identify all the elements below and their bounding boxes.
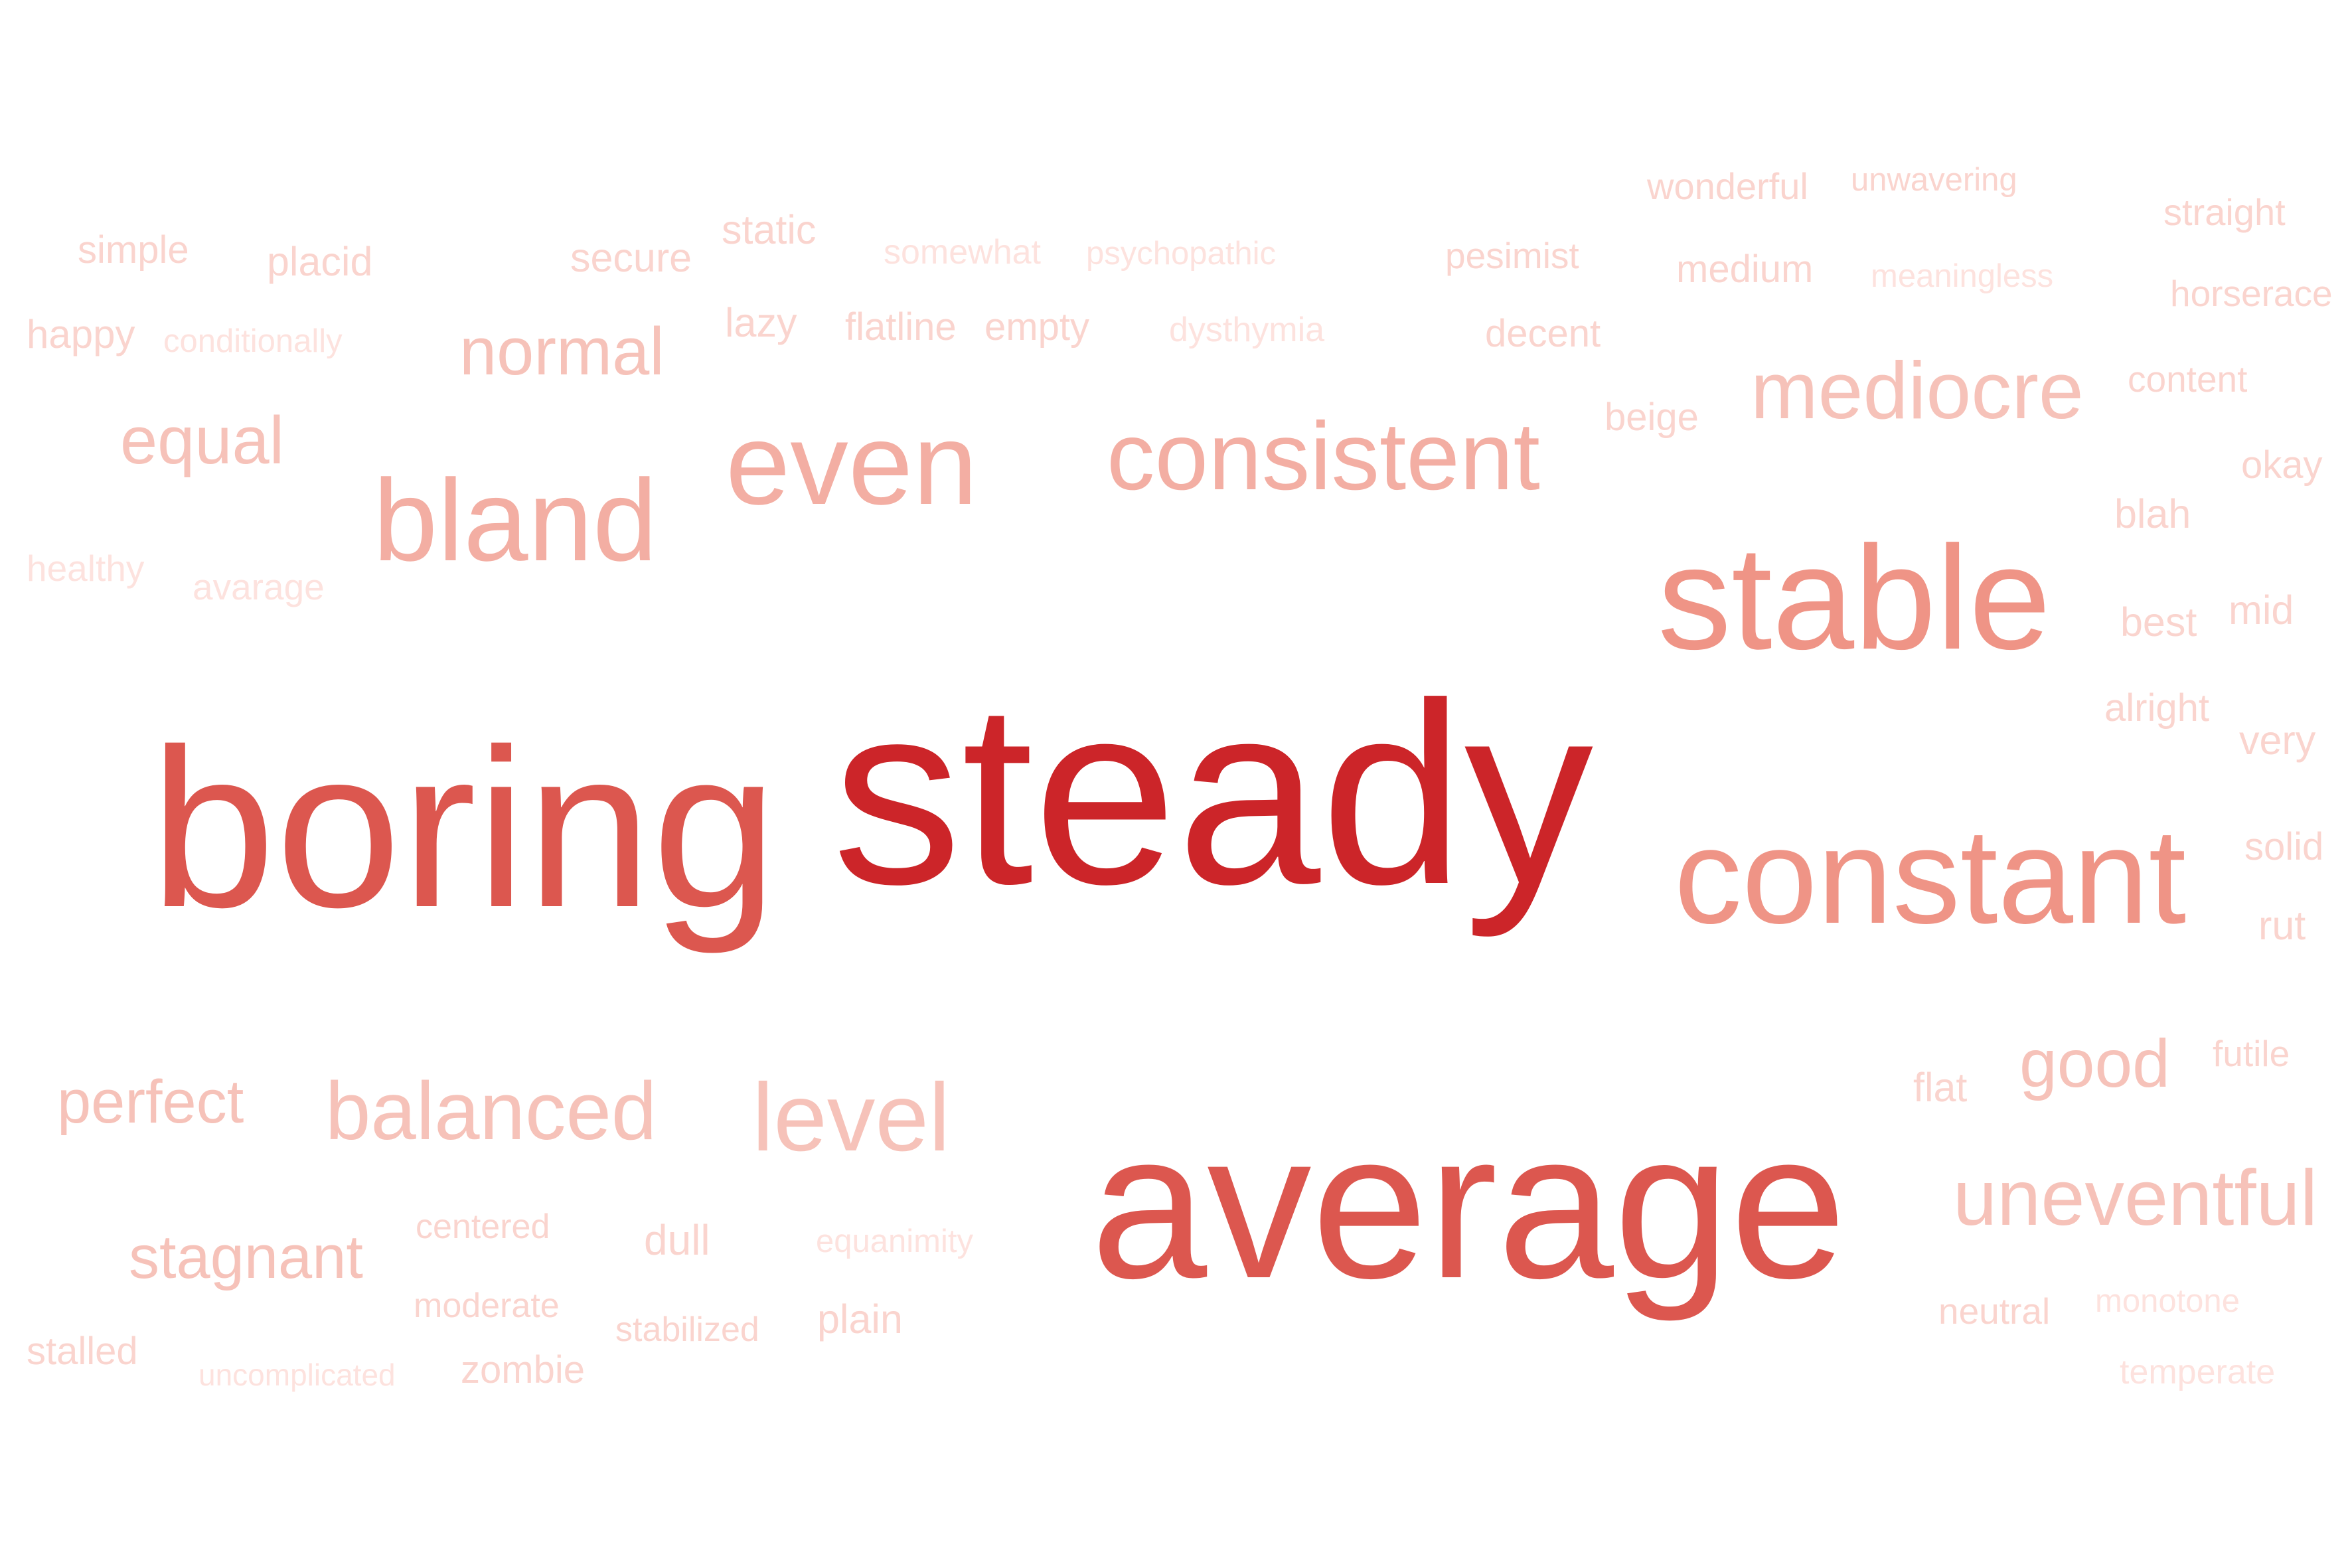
- word-average: average: [1091, 1088, 1847, 1322]
- word-healthy: healthy: [27, 548, 145, 589]
- word-stabilized: stabilized: [615, 1310, 759, 1349]
- word-solid: solid: [2244, 825, 2324, 868]
- word-constant: constant: [1674, 801, 2187, 952]
- word-plain: plain: [817, 1296, 903, 1342]
- word-level: level: [752, 1063, 951, 1171]
- word-steady: steady: [832, 650, 1594, 938]
- word-horserace: horserace: [2170, 273, 2333, 314]
- word-dysthymia: dysthymia: [1169, 311, 1325, 349]
- word-boring: boring: [150, 702, 778, 955]
- word-equal: equal: [120, 404, 285, 478]
- word-neutral: neutral: [1938, 1291, 2051, 1332]
- word-bland: bland: [373, 456, 658, 586]
- word-moderate: moderate: [414, 1287, 560, 1325]
- word-even: even: [726, 400, 978, 529]
- word-empty: empty: [984, 305, 1089, 349]
- word-flatline: flatline: [845, 305, 957, 349]
- word-monotone: monotone: [2095, 1283, 2240, 1319]
- word-stalled: stalled: [27, 1330, 138, 1373]
- word-uneventful: uneventful: [1953, 1154, 2318, 1242]
- word-perfect: perfect: [57, 1068, 244, 1136]
- word-medium: medium: [1676, 248, 1814, 291]
- word-straight: straight: [2163, 191, 2286, 233]
- word-mid: mid: [2229, 588, 2294, 633]
- word-equanimity: equanimity: [816, 1223, 973, 1259]
- word-unwavering: unwavering: [1851, 162, 2017, 198]
- word-placid: placid: [267, 239, 373, 284]
- word-consistent: consistent: [1107, 402, 1540, 510]
- word-blah: blah: [2114, 491, 2191, 536]
- word-psychopathic: psychopathic: [1086, 236, 1277, 272]
- word-balanced: balanced: [325, 1066, 657, 1157]
- word-wonderful: wonderful: [1647, 165, 1808, 207]
- word-content: content: [2128, 358, 2248, 400]
- word-meaningless: meaningless: [1871, 258, 2054, 294]
- word-flat: flat: [1913, 1065, 1968, 1110]
- word-decent: decent: [1485, 312, 1601, 355]
- word-dull: dull: [644, 1216, 710, 1264]
- word-conditionally: conditionally: [163, 323, 343, 359]
- word-rut: rut: [2258, 903, 2306, 948]
- word-beige: beige: [1605, 396, 1699, 439]
- word-secure: secure: [570, 235, 692, 280]
- word-alright: alright: [2104, 686, 2209, 730]
- word-somewhat: somewhat: [884, 233, 1041, 272]
- word-centered: centered: [416, 1208, 550, 1246]
- word-stagnant: stagnant: [129, 1223, 363, 1291]
- word-simple: simple: [78, 228, 189, 272]
- word-okay: okay: [2241, 443, 2323, 487]
- word-very: very: [2239, 718, 2316, 763]
- word-zombie: zombie: [461, 1348, 585, 1391]
- word-happy: happy: [27, 312, 135, 356]
- word-mediocre: mediocre: [1751, 345, 2084, 435]
- word-good: good: [2019, 1026, 2170, 1101]
- word-uncomplicated: uncomplicated: [198, 1358, 396, 1392]
- word-best: best: [2120, 599, 2197, 645]
- word-avarage: avarage: [193, 566, 325, 607]
- word-futile: futile: [2213, 1033, 2290, 1074]
- word-pesimist: pesimist: [1445, 235, 1579, 276]
- word-static: static: [722, 207, 817, 252]
- word-lazy: lazy: [725, 300, 797, 345]
- word-temperate: temperate: [2120, 1353, 2276, 1391]
- word-stable: stable: [1658, 516, 2051, 680]
- word-normal: normal: [459, 315, 665, 389]
